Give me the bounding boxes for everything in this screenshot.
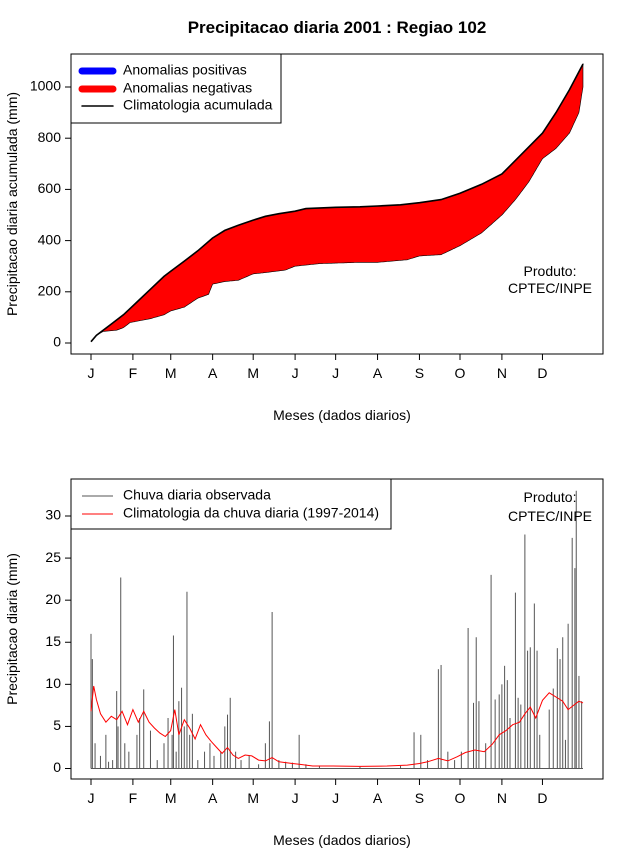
x-axis-label: Meses (dados diarios) xyxy=(273,407,411,423)
cumulative-chart: 0 200 400 600 800 1000 J F M A M J J A S O N D Meses (dado… xyxy=(4,53,604,423)
x-tick-label: N xyxy=(497,365,507,381)
legend: Chuva diaria observada Climatologia da ch… xyxy=(70,478,392,530)
x-tick-label: J xyxy=(88,790,95,806)
x-tick-label: F xyxy=(129,790,138,806)
y-tick-label: 10 xyxy=(45,675,61,691)
x-tick-label: J xyxy=(292,790,299,806)
climatology-daily-line xyxy=(90,685,584,767)
x-axis-label: Meses (dados diarios) xyxy=(273,832,411,848)
legend-label: Anomalias negativas xyxy=(123,80,252,96)
observed-bars xyxy=(90,490,583,769)
x-tick-label: M xyxy=(247,365,259,381)
y-tick-label: 25 xyxy=(45,549,61,565)
y-tick-label: 400 xyxy=(38,231,62,247)
x-tick-label: S xyxy=(415,365,424,381)
y-tick-label: 0 xyxy=(53,759,61,775)
y-tick-label: 0 xyxy=(53,334,61,350)
legend-label: Anomalias positivas xyxy=(123,62,247,78)
x-tick-label: J xyxy=(332,790,339,806)
legend-label: Chuva diaria observada xyxy=(123,487,271,503)
credit-line: CPTEC/INPE xyxy=(508,508,592,524)
y-tick-label: 200 xyxy=(38,283,62,299)
x-tick-label: J xyxy=(332,365,339,381)
credit-line: CPTEC/INPE xyxy=(508,280,592,296)
x-tick-label: O xyxy=(455,790,466,806)
x-tick-label: N xyxy=(497,790,507,806)
y-tick-label: 800 xyxy=(38,129,62,145)
x-tick-label: M xyxy=(247,790,259,806)
x-tick-label: A xyxy=(208,365,218,381)
credit-line: Produto: xyxy=(524,263,577,279)
x-tick-label: M xyxy=(165,365,177,381)
x-tick-label: J xyxy=(292,365,299,381)
legend-box xyxy=(70,478,392,530)
x-tick-label: D xyxy=(537,365,547,381)
x-tick-label: D xyxy=(537,790,547,806)
y-axis-label: Precipitacao diaria (mm) xyxy=(4,553,20,705)
y-tick-label: 20 xyxy=(45,591,61,607)
y-tick-label: 600 xyxy=(38,180,62,196)
x-tick-label: O xyxy=(455,365,466,381)
y-tick-label: 15 xyxy=(45,633,61,649)
x-tick-label: F xyxy=(129,365,138,381)
x-tick-label: S xyxy=(415,790,424,806)
x-tick-label: J xyxy=(88,365,95,381)
legend-label: Climatologia da chuva diaria (1997-2014) xyxy=(123,505,379,521)
daily-chart: 0 5 10 15 20 25 30 J F M A M J J A S O N D Meses (dados dia… xyxy=(4,478,604,848)
legend-label: Climatologia acumulada xyxy=(123,97,273,113)
legend: Anomalias positivas Anomalias negativasCl… xyxy=(70,53,282,124)
y-tick-label: 30 xyxy=(45,507,61,523)
x-tick-label: M xyxy=(165,790,177,806)
credit-line: Produto: xyxy=(524,489,577,505)
y-axis-label: Precipitacao diaria acumulada (mm) xyxy=(4,92,20,316)
x-tick-label: A xyxy=(373,365,383,381)
x-tick-label: A xyxy=(208,790,218,806)
figure-title: Precipitacao diaria 2001 : Regiao 102 xyxy=(188,18,487,37)
y-tick-label: 5 xyxy=(53,717,61,733)
climatology-cumulative-line xyxy=(90,63,584,343)
x-tick-label: A xyxy=(373,790,383,806)
y-tick-label: 1000 xyxy=(30,78,61,94)
